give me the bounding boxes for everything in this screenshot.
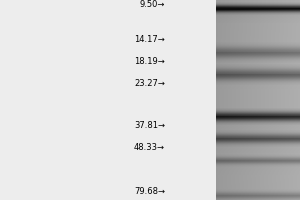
Text: 37.81→: 37.81→: [134, 121, 165, 130]
Text: 14.17→: 14.17→: [134, 35, 165, 44]
Text: 79.68→: 79.68→: [134, 187, 165, 196]
Text: 9.50→: 9.50→: [140, 0, 165, 9]
Text: 48.33→: 48.33→: [134, 143, 165, 152]
Text: 18.19→: 18.19→: [134, 57, 165, 66]
Text: 23.27→: 23.27→: [134, 79, 165, 88]
